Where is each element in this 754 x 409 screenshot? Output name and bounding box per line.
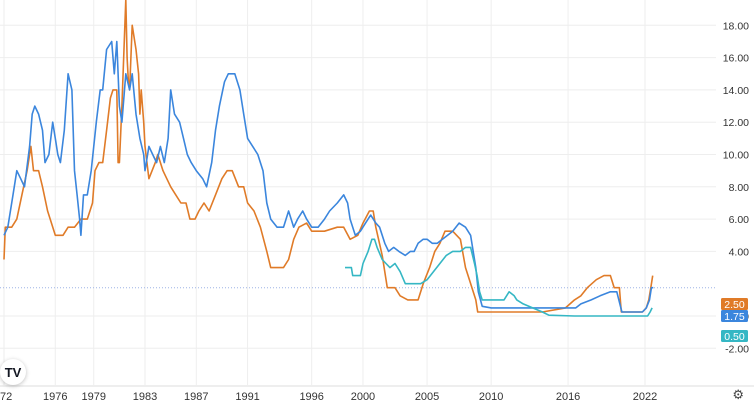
last-value-tag-label: 0.50 <box>724 331 745 343</box>
x-tick-label: 2000 <box>351 391 375 403</box>
last-value-tag <box>721 310 748 322</box>
series-line-1 <box>3 0 654 313</box>
series-layer <box>3 0 654 317</box>
y-tick-label: -2.00 <box>725 343 749 355</box>
last-value-tag <box>721 330 748 342</box>
x-tick-label: 1976 <box>43 391 67 403</box>
settings-gear-icon[interactable]: ⚙ <box>732 388 744 403</box>
y-tick-label: 18.00 <box>723 20 749 32</box>
x-tick-label: 1987 <box>184 391 208 403</box>
x-tick-label: 1996 <box>299 391 323 403</box>
x-tick-label: 2016 <box>556 391 580 403</box>
y-tick-label: 4.00 <box>729 246 750 258</box>
last-value-tag-label: 1.75 <box>724 311 745 323</box>
y-tick-label: 12.00 <box>723 117 749 129</box>
tradingview-logo[interactable]: TV <box>0 359 26 385</box>
x-tick-label: 2022 <box>633 391 657 403</box>
x-tick-label: 2005 <box>415 391 439 403</box>
last-value-tags: 2.501.75 0.50 <box>721 298 748 343</box>
y-tick-label: 10.00 <box>723 150 749 162</box>
y-tick-label: 8.00 <box>729 182 750 194</box>
x-tick-label: 1979 <box>81 391 105 403</box>
series-line-2 <box>3 40 654 313</box>
x-tick-label: 72 <box>0 391 12 403</box>
y-tick-label: 14.00 <box>723 85 749 97</box>
x-tick-label: 1991 <box>235 391 259 403</box>
x-tick-label: 2010 <box>479 391 503 403</box>
y-tick-label: 16.00 <box>723 53 749 65</box>
y-tick-label: 6.00 <box>729 214 750 226</box>
series-line-3 <box>345 238 653 317</box>
x-axis: 72 1976 1979 1983 1987 1991 1996 2000 2005 2010 20… <box>0 391 657 403</box>
last-value-tag <box>721 298 748 310</box>
x-tick-label: 1983 <box>133 391 157 403</box>
last-value-tag-label: 2.50 <box>724 299 745 311</box>
